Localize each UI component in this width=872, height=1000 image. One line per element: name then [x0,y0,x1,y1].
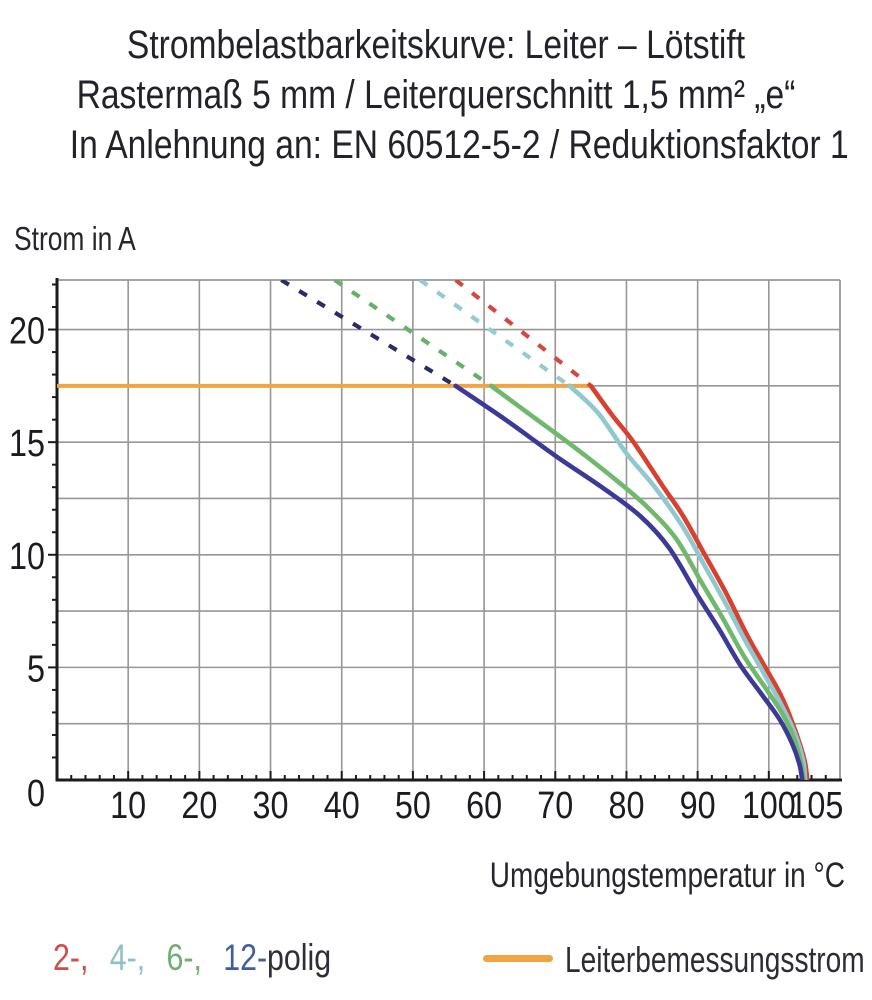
x-axis-title: Umgebungstemperatur in °C [489,856,845,895]
x-tick-label-30: 30 [253,785,289,827]
x-tick-label-90: 90 [680,785,716,827]
y-tick-label-10: 10 [9,536,45,578]
x-tick-label-50: 50 [395,785,431,827]
series-solid-12-polig [453,383,805,780]
legend-item-12: 12- [223,937,268,978]
y-tick-label-5: 5 [27,648,45,690]
x-tick-label-20: 20 [181,785,217,827]
axis-ticks [48,283,827,780]
y-tick-label-15: 15 [9,423,45,465]
series-dashed-4-polig [418,280,571,388]
x-tick-label-80: 80 [608,785,644,827]
x-tick-label-70: 70 [537,785,573,827]
x-tick-label-100: 100 [742,785,796,827]
x-tick-label-40: 40 [324,785,360,827]
legend-item-6: 6-, [166,937,202,978]
legend-item-2: 2-, [53,937,89,978]
y-axis-title: Strom in A [14,220,136,257]
legend-item-polig: polig [267,937,332,978]
legend-pole-counts: 2-, 4-, 6-, 12-polig [53,936,331,980]
series-solid-2-polig [588,383,810,780]
gridlines [57,280,840,780]
series-solid-4-polig [567,383,808,780]
title-line-2: Rastermaß 5 mm / Leiterquerschnitt 1,5 m… [76,73,796,117]
x-tick-label-10: 10 [110,785,146,827]
title-line-1: Strombelastbarkeitskurve: Leiter – Lötst… [126,23,746,67]
chart-title: Strombelastbarkeitskurve: Leiter – Lötst… [0,20,872,170]
series-dashed-12-polig [280,280,457,388]
title-line-3: In Anlehnung an: EN 60512-5-2 / Reduktio… [69,123,849,167]
curves [280,280,810,780]
y-tick-label-20: 20 [9,311,45,353]
x-tick-label-60: 60 [466,785,502,827]
y-tick-label-0: 0 [27,773,45,815]
legend-item-4: 4-, [109,937,146,978]
x-tick-label-105: 105 [789,785,843,827]
series-solid-6-polig [488,383,806,780]
series-dashed-2-polig [454,280,593,388]
